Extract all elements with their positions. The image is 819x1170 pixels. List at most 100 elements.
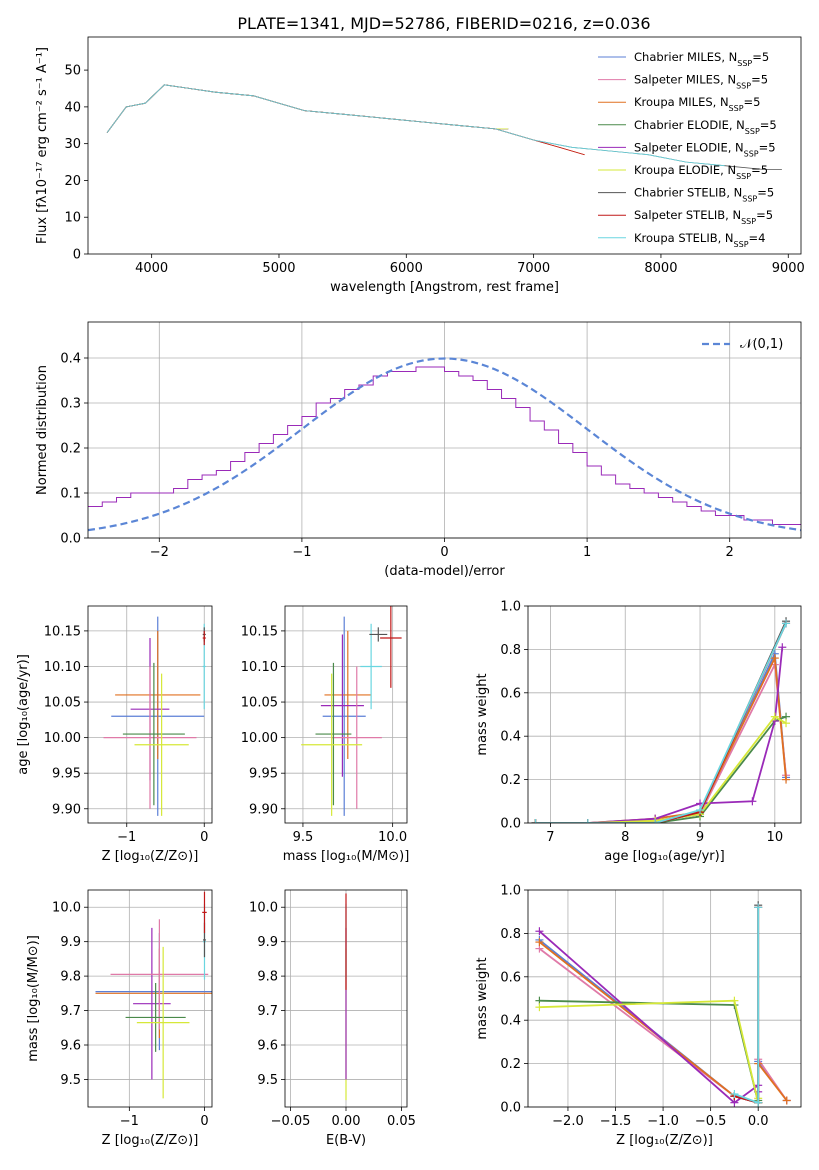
y-axis-label: mass weight (475, 673, 490, 755)
plot-area (88, 357, 801, 532)
x-tick-label: 0 (200, 830, 208, 845)
axes-frame (284, 889, 408, 1108)
error-bar-point (322, 616, 366, 816)
x-tick-label: 1 (583, 545, 591, 560)
chart-age-vs-mass: 9.5 10.0 9.90 9.95 10.00 10.05 10.10 10.15 mass … (241, 605, 410, 864)
error-bar-point (110, 919, 209, 1030)
y-tick-label: 50 (64, 64, 81, 79)
y-tick-label: 1.0 (500, 884, 521, 899)
y-axis-label: mass weight (475, 957, 490, 1039)
chart-residuals: −2 −1 0 1 2 0.0 0.1 0.2 0.3 0.4 (data-model)/error… (35, 321, 802, 579)
error-bar-point (134, 673, 189, 816)
legend-label: Kroupa MILES, NSSP=5 (634, 95, 760, 113)
y-axis-label: Flux [fλ10⁻¹⁷ erg cm⁻² s⁻¹ A⁻¹] (35, 47, 50, 244)
legend: 𝒩(0,1) (702, 337, 783, 352)
chart-spectrum: 4000 5000 6000 7000 8000 9000 0 10 20 30 40 50 wavel… (35, 36, 805, 295)
y-tick-label: 30 (64, 137, 81, 152)
error-bar-point (202, 891, 207, 934)
y-tick-label: 10.15 (241, 624, 278, 639)
x-axis-label: Z [log₁₀(Z/Z⊙)] (102, 1133, 199, 1148)
axes-frame (527, 605, 802, 824)
error-bar-point (331, 666, 382, 809)
error-bar-point (136, 946, 190, 1099)
x-tick-label: 2 (726, 545, 734, 560)
y-tick-label: 0.8 (500, 643, 521, 658)
axes-frame (87, 605, 213, 824)
legend-label: Salpeter MILES, NSSP=5 (634, 73, 768, 91)
y-tick-label: 10.0 (52, 901, 81, 916)
series-line (106, 84, 725, 167)
series-line (535, 715, 787, 823)
x-tick-label: −0.05 (271, 1114, 311, 1129)
error-bar-point (125, 983, 186, 1052)
x-axis-label: E(B-V) (326, 1133, 366, 1148)
y-tick-label: 9.90 (52, 802, 81, 817)
x-tick-label: 10 (767, 830, 784, 845)
y-tick-label: 0.4 (500, 1014, 521, 1029)
legend-label: Chabrier MILES, NSSP=5 (634, 50, 769, 68)
normal-curve (88, 357, 801, 532)
x-tick-label: 4000 (135, 261, 168, 276)
y-tick-label: 0.2 (500, 773, 521, 788)
series-line (106, 84, 509, 133)
x-tick-label: 8000 (644, 261, 677, 276)
y-tick-label: 10.00 (241, 731, 278, 746)
series-line (106, 84, 585, 156)
y-tick-label: 0.6 (500, 686, 521, 701)
chart-massweight-vs-age: 7 8 9 10 0.0 0.2 0.4 0.6 0.8 1.0 age [log₁₀(age/yr… (475, 600, 802, 864)
series-line (535, 647, 784, 823)
x-tick-label: −2 (150, 545, 169, 560)
y-tick-label: 10.05 (241, 696, 278, 711)
axes-frame (527, 889, 802, 1108)
y-tick-label: 0.1 (60, 487, 81, 502)
chart-age-vs-Z: −1 0 9.90 9.95 10.00 10.05 10.10 10.15 Z [log₁₀(… (16, 605, 213, 864)
y-tick-label: 9.6 (257, 1039, 278, 1054)
error-bar-point (202, 630, 206, 646)
series-line (539, 999, 760, 1103)
error-bar-point (315, 662, 352, 806)
series-line (106, 84, 509, 133)
series-line (535, 715, 787, 823)
y-tick-label: 0.2 (60, 442, 81, 457)
series-line (539, 999, 760, 1103)
y-tick-label: 9.9 (60, 935, 81, 950)
x-tick-label: 8 (621, 830, 629, 845)
y-tick-label: 9.9 (257, 935, 278, 950)
x-axis-label: wavelength [Angstrom, rest frame] (330, 280, 559, 295)
plot-area (531, 617, 791, 823)
y-tick-label: 9.90 (249, 802, 278, 817)
axes-frame (87, 889, 213, 1108)
x-tick-label: 9000 (772, 261, 805, 276)
x-axis-label: mass [log₁₀(M/M⊙)] (283, 849, 410, 864)
y-tick-label: 9.5 (60, 1073, 81, 1088)
y-axis-label: mass [log₁₀(M/M⊙)] (26, 935, 41, 1062)
x-axis-label: (data-model)/error (384, 564, 505, 579)
y-axis-label: Normed distribution (35, 365, 50, 495)
y-tick-label: 0.2 (500, 1057, 521, 1072)
plot-area (95, 891, 212, 1099)
y-tick-label: 0.8 (500, 927, 521, 942)
x-tick-label: 7000 (517, 261, 550, 276)
x-tick-label: 0.0 (748, 1114, 769, 1129)
chart-massweight-vs-Z: −2.0 −1.5 −1.0 −0.5 0.0 0.0 0.2 0.4 0.6 0.8 1.0 Z [… (475, 884, 802, 1148)
legend-label: Chabrier STELIB, NSSP=5 (634, 186, 774, 204)
plot-area (535, 901, 791, 1107)
error-bar-point (103, 666, 197, 809)
x-axis-label: Z [log₁₀(Z/Z⊙)] (616, 1133, 713, 1148)
y-tick-label: 10.10 (241, 660, 278, 675)
x-tick-label: −1 (120, 1114, 139, 1129)
x-tick-label: 0 (440, 545, 448, 560)
x-tick-label: 6000 (390, 261, 423, 276)
plot-area (301, 606, 402, 816)
y-tick-label: 9.7 (60, 1004, 81, 1019)
x-tick-label: 0.05 (387, 1114, 416, 1129)
y-tick-label: 10.15 (44, 624, 81, 639)
y-tick-label: 0.4 (500, 730, 521, 745)
series-line (106, 84, 509, 133)
plot-area (103, 616, 206, 816)
y-tick-label: 40 (64, 100, 81, 115)
error-bar-point (320, 634, 364, 777)
y-tick-label: 9.5 (257, 1073, 278, 1088)
histogram-step (88, 366, 801, 525)
y-tick-label: 1.0 (500, 600, 521, 615)
